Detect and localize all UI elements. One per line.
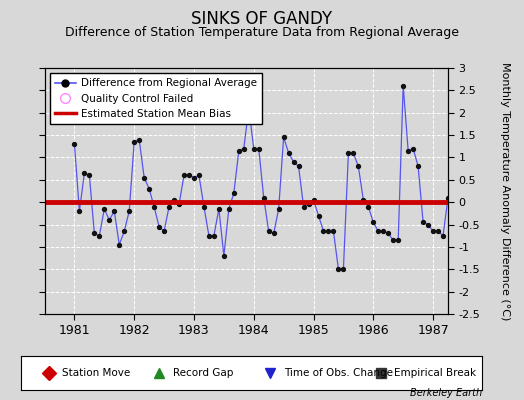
Point <box>190 174 198 181</box>
Point <box>349 150 357 156</box>
Point <box>449 197 457 203</box>
Point <box>309 197 318 203</box>
Point <box>125 208 134 214</box>
Point <box>265 228 273 234</box>
Point <box>259 194 268 201</box>
Point <box>464 230 472 237</box>
Point <box>484 197 492 203</box>
Point <box>275 206 283 212</box>
Point <box>80 170 89 176</box>
Point <box>474 237 482 243</box>
Point <box>75 208 84 214</box>
Point <box>85 172 94 178</box>
Text: Berkeley Earth: Berkeley Earth <box>410 388 482 398</box>
Text: Empirical Break: Empirical Break <box>395 368 477 378</box>
Point <box>289 159 298 165</box>
Point <box>279 134 288 140</box>
Point <box>230 190 238 196</box>
Point <box>225 206 233 212</box>
Point <box>444 194 452 201</box>
Point <box>354 163 363 170</box>
Point <box>115 242 124 248</box>
Point <box>319 228 328 234</box>
Point <box>205 232 213 239</box>
Point <box>389 237 397 243</box>
Point <box>299 204 308 210</box>
Point <box>419 219 427 226</box>
Point <box>439 232 447 239</box>
Text: Time of Obs. Change: Time of Obs. Change <box>284 368 393 378</box>
Point <box>180 172 188 178</box>
Point <box>414 163 422 170</box>
Point <box>359 197 367 203</box>
Point <box>215 206 223 212</box>
Point <box>150 204 158 210</box>
Point <box>155 224 163 230</box>
Point <box>130 139 138 145</box>
Text: Difference of Station Temperature Data from Regional Average: Difference of Station Temperature Data f… <box>65 26 459 39</box>
Text: SINKS OF GANDY: SINKS OF GANDY <box>191 10 333 28</box>
Point <box>165 204 173 210</box>
Point <box>140 174 148 181</box>
Point <box>170 197 178 203</box>
Point <box>200 204 208 210</box>
Point <box>364 204 373 210</box>
Point <box>469 230 477 237</box>
Point <box>409 145 417 152</box>
Point <box>105 217 114 223</box>
Point <box>459 237 467 243</box>
Point <box>135 136 144 143</box>
Point <box>100 206 108 212</box>
Point <box>374 228 383 234</box>
Point <box>185 172 193 178</box>
Point <box>235 148 243 154</box>
Point <box>175 201 183 208</box>
Point <box>379 228 387 234</box>
Point <box>160 228 168 234</box>
Point <box>249 145 258 152</box>
Point <box>369 219 377 226</box>
Legend: Difference from Regional Average, Quality Control Failed, Estimated Station Mean: Difference from Regional Average, Qualit… <box>50 73 262 124</box>
Point <box>220 253 228 259</box>
Point <box>399 83 407 89</box>
Point <box>394 237 402 243</box>
Point <box>239 145 248 152</box>
Point <box>429 228 437 234</box>
Point <box>434 228 442 234</box>
Point <box>294 163 303 170</box>
Y-axis label: Monthly Temperature Anomaly Difference (°C): Monthly Temperature Anomaly Difference (… <box>499 62 510 320</box>
Point <box>145 186 154 192</box>
Point <box>70 141 79 147</box>
Text: Record Gap: Record Gap <box>173 368 234 378</box>
Point <box>110 208 118 214</box>
Point <box>334 266 343 272</box>
Point <box>269 230 278 237</box>
Point <box>384 230 392 237</box>
Point <box>195 172 203 178</box>
Point <box>314 212 323 219</box>
Point <box>255 145 263 152</box>
Point <box>90 230 99 237</box>
Point <box>424 221 432 228</box>
Point <box>95 232 104 239</box>
Point <box>245 105 253 112</box>
Point <box>285 150 293 156</box>
Point <box>454 237 462 243</box>
Point <box>404 148 412 154</box>
Point <box>339 266 347 272</box>
Point <box>479 237 487 243</box>
Point <box>344 150 353 156</box>
Point <box>120 228 128 234</box>
Point <box>324 228 333 234</box>
Point <box>329 228 337 234</box>
Point <box>210 232 218 239</box>
Point <box>304 201 313 208</box>
Text: Station Move: Station Move <box>62 368 130 378</box>
